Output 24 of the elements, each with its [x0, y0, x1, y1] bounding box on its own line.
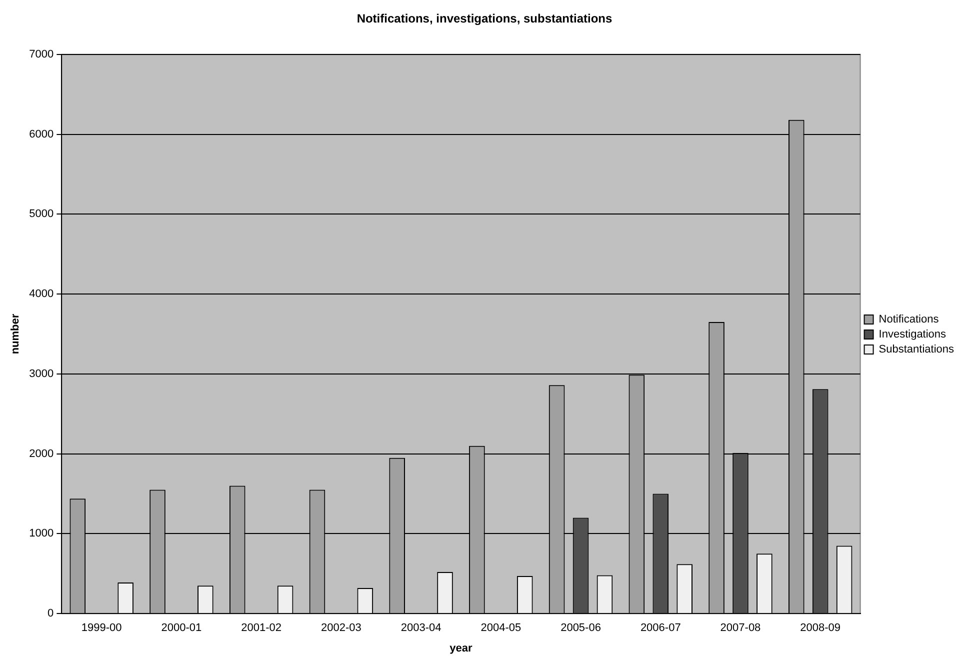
x-tick-label: 2001-02 [241, 622, 282, 634]
y-tick-label: 4000 [29, 288, 54, 300]
y-tick-label: 6000 [29, 128, 54, 140]
x-tick-label: 2002-03 [321, 622, 362, 634]
legend-label: Notifications [878, 314, 940, 326]
y-axis-title: number [10, 313, 22, 354]
legend-label: Substantiations [878, 344, 954, 356]
y-tick-label: 1000 [29, 528, 54, 540]
x-tick-label: 2005-06 [560, 622, 601, 634]
x-tick-label: 2004-05 [480, 622, 522, 634]
y-tick-label: 3000 [29, 368, 54, 380]
legend-label: Investigations [878, 328, 947, 341]
x-axis-title: year [450, 642, 474, 654]
y-tick-label: 2000 [29, 448, 54, 460]
x-tick-label: 2008-09 [800, 622, 841, 634]
y-tick-label: 5000 [29, 208, 54, 220]
chart-title: Notifications, investigations, substantiations [356, 12, 612, 26]
x-tick-label: 2006-07 [640, 622, 681, 634]
y-tick-label: 7000 [29, 48, 54, 60]
x-tick-label: 2000-01 [161, 622, 202, 634]
x-tick-label: 2007-08 [720, 622, 761, 634]
x-tick-label: 1999-00 [81, 622, 122, 634]
y-tick-label: 0 [48, 608, 54, 620]
x-tick-label: 2003-04 [400, 622, 442, 634]
